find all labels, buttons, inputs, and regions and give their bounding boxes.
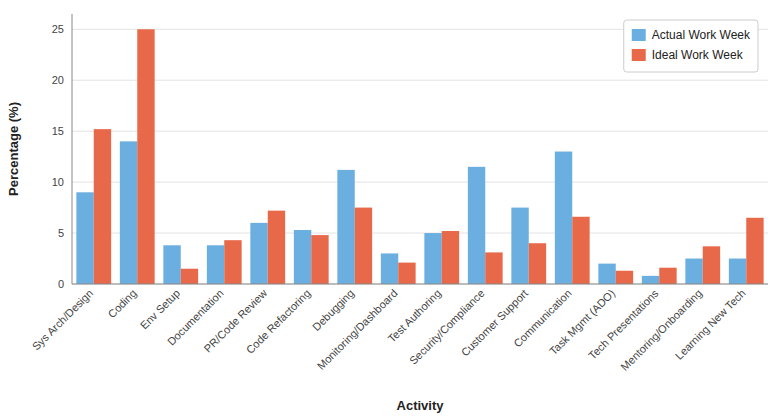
chart-container: 0 5 10 15 20 25 Sys Arch/Design CodingEnv Setup…: [0, 0, 780, 416]
y-tick-label: 25: [52, 23, 64, 35]
bar: [485, 252, 502, 284]
legend-label: Ideal Work Week: [652, 48, 744, 62]
bar: [468, 167, 485, 284]
bar: [120, 141, 137, 284]
bar: [250, 223, 267, 284]
x-tick-label: Learning New Tech: [673, 287, 748, 362]
bar: [137, 29, 154, 284]
bar: [207, 245, 224, 284]
bar: [729, 259, 746, 284]
bar: [659, 268, 676, 284]
x-tick-label: Debugging: [310, 287, 356, 333]
bar: [424, 233, 441, 284]
bar: [355, 208, 372, 284]
x-tick-label: Monitoring/Dashboard: [315, 287, 400, 372]
x-tick-label: Coding: [106, 287, 139, 320]
y-tick-label: 5: [58, 227, 64, 239]
chart-svg: 0 5 10 15 20 25 Sys Arch/Design CodingEnv Setup…: [0, 0, 780, 416]
grid-line: [72, 182, 768, 183]
bar: [294, 230, 311, 284]
grid-line: [72, 131, 768, 132]
grid-line: [72, 233, 768, 234]
y-tick-label: 20: [52, 74, 64, 86]
bar: [163, 245, 180, 284]
y-tick-label: 0: [58, 278, 64, 290]
bar: [76, 192, 93, 284]
bar: [746, 218, 763, 284]
bar: [94, 129, 111, 284]
bar: [703, 246, 720, 284]
bar: [381, 253, 398, 284]
bar: [685, 259, 702, 284]
bar: [642, 276, 659, 284]
bar: [511, 208, 528, 284]
y-axis-label: Percentage (%): [6, 102, 21, 196]
bar: [311, 235, 328, 284]
bar: [224, 240, 241, 284]
grid-line: [72, 80, 768, 81]
x-tick-label: Mentoring/Onboarding: [618, 287, 704, 373]
x-tick-label: Tech Presentations: [586, 287, 661, 362]
legend-box: [624, 20, 758, 72]
y-tick-label: 10: [52, 176, 64, 188]
bar: [572, 217, 589, 284]
legend: Actual Work Week Ideal Work Week: [624, 20, 758, 72]
x-tick-label: Code Refactoring: [244, 287, 313, 356]
bar: [555, 152, 572, 284]
legend-swatch: [632, 49, 646, 61]
x-tick-label: Security/Compliance: [407, 287, 487, 367]
bar: [598, 264, 615, 284]
legend-label: Actual Work Week: [652, 28, 751, 42]
x-axis-label: Activity: [397, 398, 445, 413]
grid-line: [72, 284, 768, 285]
bar: [616, 271, 633, 284]
bar: [268, 211, 285, 284]
x-axis-line: [72, 284, 768, 285]
x-tick-label: Sys Arch/Design: [30, 287, 96, 353]
y-tick-label: 15: [52, 125, 64, 137]
bar: [442, 231, 459, 284]
bar: [398, 263, 415, 284]
legend-swatch: [632, 29, 646, 41]
bar: [181, 269, 198, 284]
bar: [337, 170, 354, 284]
y-axis-line: [72, 14, 73, 284]
bar: [529, 243, 546, 284]
x-tick-label: Env Setup: [138, 287, 182, 331]
